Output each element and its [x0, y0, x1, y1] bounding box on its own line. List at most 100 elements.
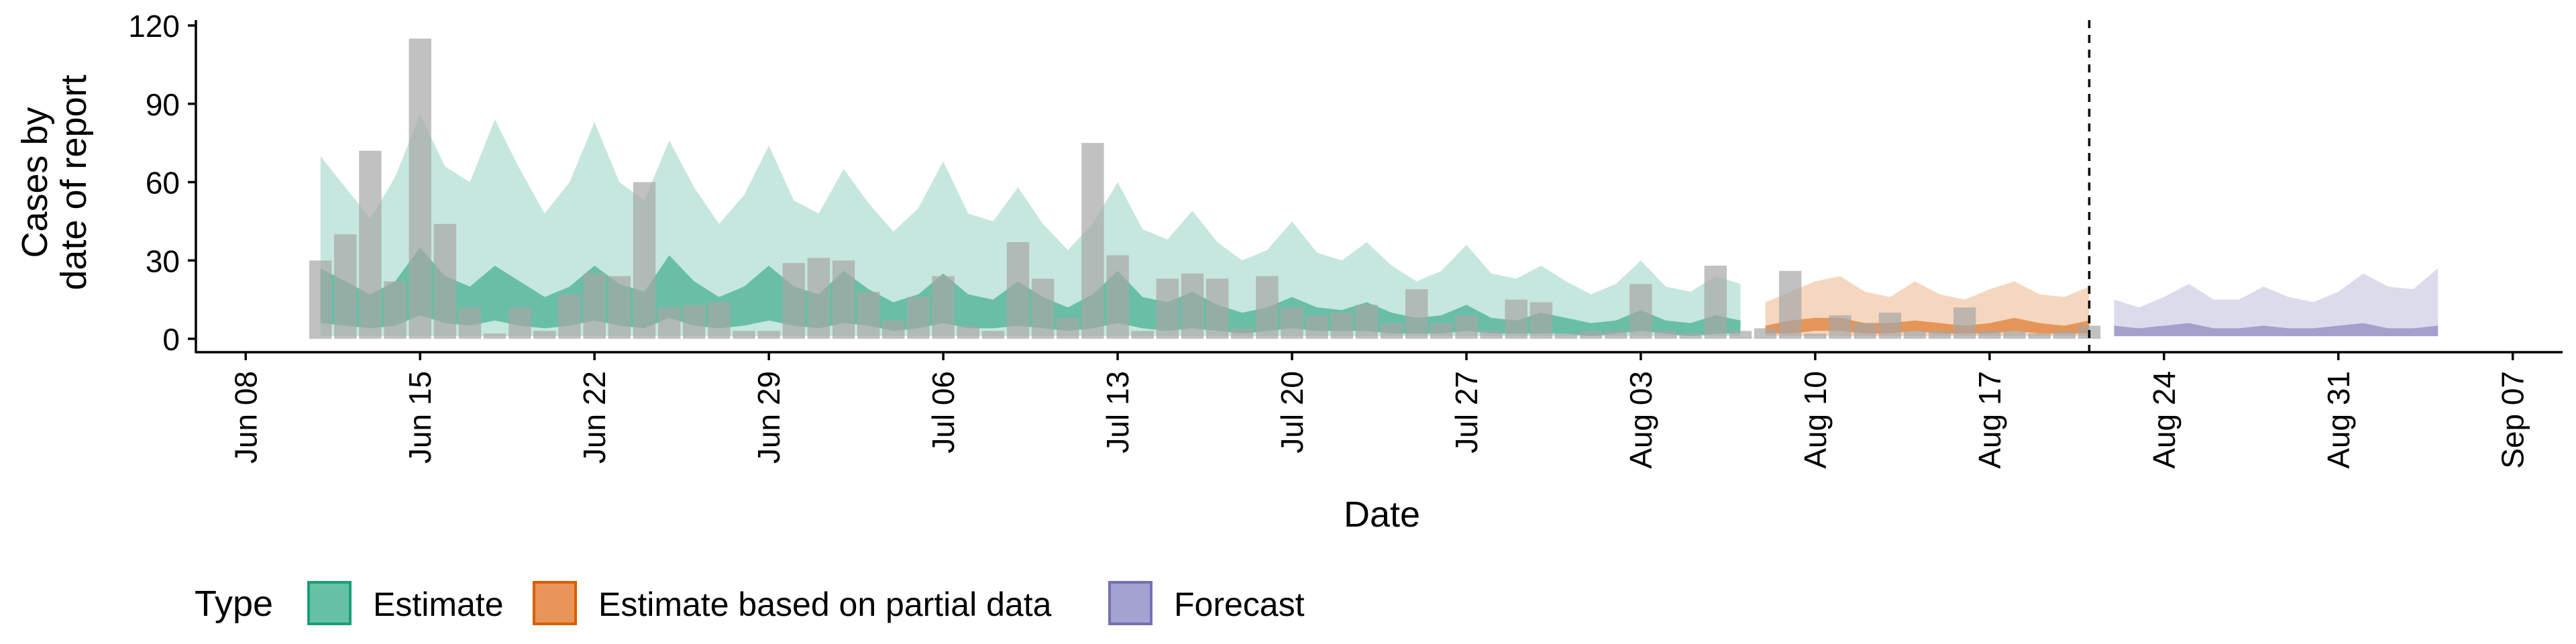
observed-bar: [1928, 331, 1951, 339]
observed-bar: [359, 150, 382, 339]
observed-bar: [1330, 313, 1353, 339]
observed-bar: [1480, 331, 1503, 339]
legend-key-forecast: [1108, 581, 1152, 625]
observed-bar: [1006, 242, 1030, 339]
observed-bar: [558, 294, 581, 339]
x-tick-label: Jun 29: [751, 371, 786, 464]
observed-bar: [1355, 305, 1379, 339]
observed-bar: [1131, 331, 1154, 339]
y-tick-label: 90: [146, 87, 180, 122]
observed-bar: [1281, 307, 1303, 339]
observed-bar: [334, 234, 357, 339]
x-tick-label: Jul 20: [1275, 371, 1309, 453]
y-tick-label: 120: [128, 9, 180, 44]
observed-bar: [309, 260, 332, 339]
x-tick-label: Aug 31: [2321, 371, 2356, 469]
observed-bar: [832, 260, 855, 339]
y-tick-label: 60: [146, 166, 180, 201]
observed-bar: [1205, 278, 1229, 339]
x-tick-label: Jul 06: [926, 371, 961, 453]
observed-bar: [981, 331, 1005, 339]
observed-bar: [1654, 331, 1677, 339]
legend-key-estimate: [307, 581, 352, 625]
observed-bar: [657, 307, 681, 339]
observed-bar: [1754, 328, 1777, 339]
legend-label-estimate: Estimate: [373, 586, 504, 623]
observed-bar: [1256, 276, 1279, 339]
observed-bar: [757, 331, 780, 339]
y-tick-label: 30: [146, 244, 180, 278]
observed-bar: [409, 38, 431, 339]
legend-label-partial: Estimate based on partial data: [598, 586, 1052, 623]
observed-bar: [733, 331, 755, 339]
observed-bar: [1529, 302, 1553, 339]
observed-bar: [608, 276, 631, 339]
observed-bar: [458, 307, 482, 339]
observed-bar: [1978, 331, 2001, 339]
observed-bar: [1854, 323, 1876, 339]
axes: 0 30 60 90 120 Jun 08 Jun 15 Jun 22 Jun 29 Jul 06…: [128, 9, 2563, 469]
observed-bar: [1580, 331, 1603, 339]
legend-label-forecast: Forecast: [1174, 586, 1305, 623]
legend-key-partial: [533, 581, 577, 625]
observed-bar: [882, 320, 905, 339]
observed-bar: [857, 291, 880, 339]
observed-bar: [1679, 333, 1702, 339]
y-tick-label: 0: [162, 322, 180, 357]
y-axis-title-line-1: Cases by: [15, 107, 55, 258]
observed-bar: [2028, 333, 2051, 339]
observed-bar: [1804, 333, 1827, 339]
legend-title: Type: [195, 584, 273, 624]
x-tick-label: Sep 07: [2496, 371, 2530, 469]
observed-bar: [1704, 266, 1727, 339]
observed-bar: [433, 223, 457, 339]
legend: Type Estimate Estimate based on partial …: [195, 581, 1305, 625]
observed-bar: [633, 182, 656, 339]
observed-bar: [957, 325, 979, 339]
observed-bar: [1156, 278, 1179, 339]
observed-bar: [483, 333, 506, 339]
observed-bar: [1031, 278, 1055, 339]
observed-bar: [2003, 331, 2026, 339]
x-tick-label: Aug 24: [2147, 371, 2182, 469]
observed-bar: [1729, 331, 1752, 339]
x-tick-label: Jun 08: [228, 371, 263, 464]
observed-bar: [1181, 273, 1204, 339]
observed-bar: [1305, 315, 1328, 339]
x-tick-label: Aug 10: [1798, 371, 1833, 469]
observed-bar: [1779, 270, 1802, 339]
forecast-outer-band: [2114, 268, 2438, 337]
observed-bar: [932, 276, 955, 339]
observed-bar: [384, 281, 407, 339]
observed-bar: [583, 273, 606, 339]
observed-bar: [1829, 315, 1851, 339]
observed-bar: [533, 331, 556, 339]
observed-bar: [1953, 307, 1976, 339]
x-tick-label: Aug 17: [1972, 371, 2007, 469]
x-tick-label: Jun 22: [577, 371, 612, 464]
observed-bar: [508, 307, 531, 339]
observed-bar: [1430, 323, 1453, 339]
observed-bar: [782, 263, 805, 339]
observed-bar: [1405, 289, 1428, 339]
plot-area: [309, 38, 2438, 339]
observed-bar: [2053, 331, 2076, 339]
observed-bar: [907, 297, 930, 339]
observed-bar: [1455, 315, 1478, 339]
observed-bar: [683, 305, 706, 339]
observed-bar: [1505, 299, 1527, 339]
observed-bar: [1380, 323, 1403, 339]
observed-bar: [708, 302, 731, 339]
observed-bar: [1106, 255, 1129, 339]
observed-bar: [807, 258, 830, 339]
x-tick-label: Aug 03: [1623, 371, 1658, 469]
forecast-inner-band: [2114, 323, 2438, 337]
observed-bar: [1057, 317, 1079, 339]
observed-bar: [1081, 143, 1104, 339]
x-tick-label: Jul 27: [1449, 371, 1484, 453]
observed-bar: [1878, 313, 1901, 339]
observed-bar: [1231, 328, 1254, 339]
y-axis-title-line-2: date of report: [54, 74, 94, 290]
observed-bar: [1903, 331, 1927, 339]
